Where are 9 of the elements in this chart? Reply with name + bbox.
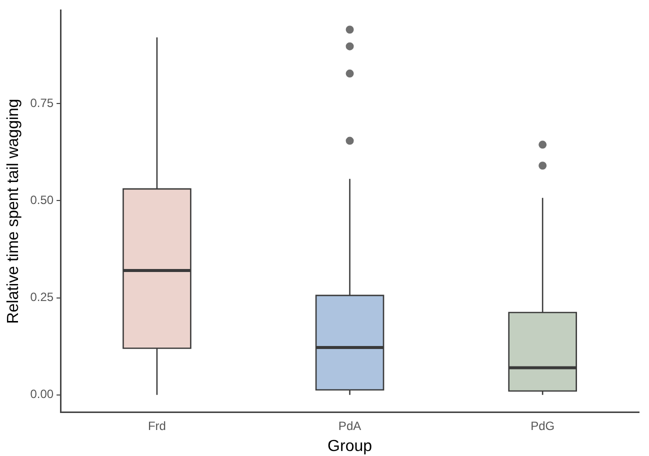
- x-tick-label: PdG: [530, 418, 555, 433]
- y-tick-label: 0.00: [30, 387, 54, 402]
- x-tick-label: Frd: [148, 418, 166, 433]
- y-tick-label: 0.50: [30, 192, 54, 207]
- y-axis-title: Relative time spent tail wagging: [5, 98, 22, 324]
- x-tick-label: PdA: [338, 418, 362, 433]
- x-axis-title: Group: [328, 438, 372, 455]
- y-tick-label: 0.25: [30, 290, 54, 304]
- y-tick-label: 0.75: [30, 96, 54, 110]
